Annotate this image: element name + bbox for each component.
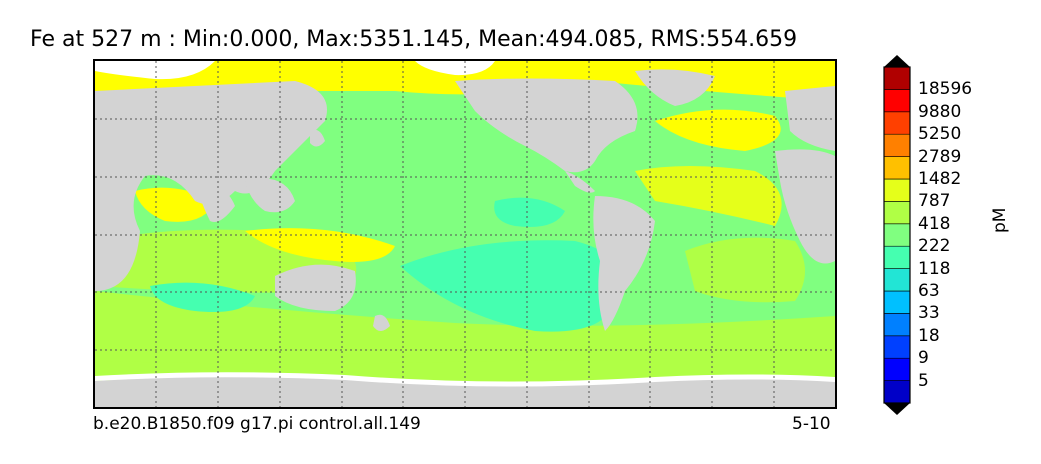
colorbar-tick-labels: 5 9 18 33 63 118 222 418 787 1482 2789 5250 9880 1859… — [918, 0, 988, 464]
colorbar-segment — [883, 357, 911, 381]
colorbar-segment — [883, 89, 911, 113]
colorbar-tick-label: 9 — [918, 348, 929, 369]
colorbar-tick-label: 18 — [918, 325, 940, 346]
colorbar-tick-label: 787 — [918, 191, 951, 212]
colorbar-tick-label: 18596 — [918, 79, 973, 100]
land-greenland — [635, 69, 715, 106]
colorbar-segment — [883, 178, 911, 202]
sea-ice-north-central — [415, 61, 495, 76]
north-atlantic-high — [655, 109, 781, 151]
colorbar-segment — [883, 268, 911, 292]
colorbar — [883, 55, 911, 415]
south-atlantic-band — [685, 237, 805, 303]
colorbar-tick-label: 1482 — [918, 169, 962, 189]
land-southeast-asia — [245, 178, 295, 213]
colorbar-segment — [883, 133, 911, 157]
colorbar-tick-label: 33 — [918, 303, 940, 324]
colorbar-tick-label: 5250 — [918, 124, 962, 145]
atlantic-band — [635, 166, 782, 226]
colorbar-tick-label: 63 — [918, 281, 940, 301]
colorbar-segment — [883, 335, 911, 359]
colorbar-tick-label: 9880 — [918, 101, 962, 122]
land-india — [195, 181, 235, 222]
map-canvas — [95, 61, 835, 407]
colorbar-extend-top — [884, 55, 910, 67]
run-name-label: b.e20.B1850.f09 g17.pi control.all.149 — [93, 414, 421, 434]
maritime-continent-high — [245, 228, 395, 262]
colorbar-unit-label: pM — [990, 207, 1010, 233]
sea-ice-north-west — [95, 61, 215, 80]
land-australia — [275, 264, 356, 311]
colorbar-tick-label: 2789 — [918, 146, 962, 167]
land-north-america — [455, 78, 638, 173]
colorbar-tick-label: 222 — [918, 236, 951, 257]
pacific-low-region — [400, 240, 620, 332]
colorbar-tick-label: 118 — [918, 258, 951, 279]
land-central-america — [565, 171, 595, 193]
colorbar-segment — [883, 156, 911, 180]
colorbar-segment — [883, 313, 911, 337]
colorbar-segment — [883, 380, 911, 404]
map-panel — [93, 59, 837, 409]
period-label: 5-10 — [792, 414, 831, 434]
colorbar-segment — [883, 111, 911, 135]
colorbar-extend-bottom — [884, 403, 910, 415]
colorbar-segment — [883, 290, 911, 314]
land-new-zealand — [373, 314, 390, 331]
colorbar-segment — [883, 245, 911, 269]
land-south-america — [593, 196, 655, 331]
sea-ice-south — [95, 372, 835, 387]
colorbar-segment — [883, 66, 911, 90]
colorbar-tick-label: 5 — [918, 370, 929, 391]
graticule — [95, 61, 835, 407]
indian-low-region — [150, 282, 255, 312]
pacific-north-low-region — [494, 197, 565, 227]
land-japan — [310, 129, 325, 147]
colorbar-segment — [883, 201, 911, 225]
map-title: Fe at 527 m : Min:0.000, Max:5351.145, M… — [30, 27, 798, 52]
colorbar-tick-label: 418 — [918, 213, 951, 234]
colorbar-segment — [883, 223, 911, 247]
colorbar-frame — [883, 66, 911, 404]
